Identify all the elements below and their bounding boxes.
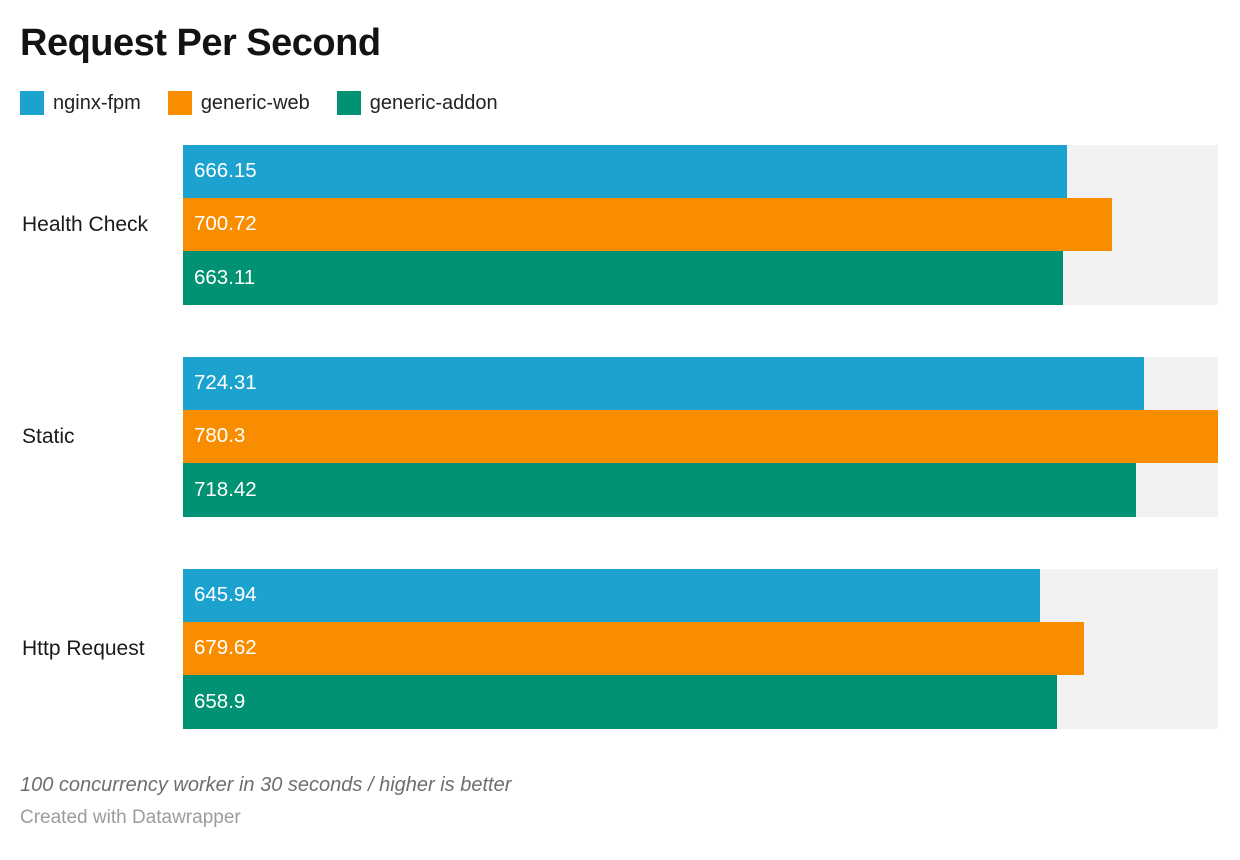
bar-track: 700.72	[183, 197, 1218, 252]
bar-track: 658.9	[183, 675, 1218, 729]
legend-swatch-icon	[20, 90, 44, 115]
bar-generic-web-http-request: 679.62	[183, 621, 1085, 676]
legend-label: nginx-fpm	[53, 91, 141, 114]
bar-nginx-fpm-static: 724.31	[183, 356, 1144, 410]
datawrapper-attribution-link[interactable]: Created with Datawrapper	[20, 806, 241, 828]
bar-group-health-check: Health Check 666.15 700.72 663.11	[20, 144, 1218, 305]
bar-track: 718.42	[183, 463, 1218, 517]
bar-track: 679.62	[183, 621, 1218, 676]
category-label: Static	[22, 424, 75, 448]
legend-swatch-icon	[336, 90, 361, 115]
bar-generic-web-static: 780.3	[183, 409, 1218, 464]
bar-generic-addon-http-request: 658.9	[183, 675, 1057, 729]
bar-value-label: 658.9	[194, 689, 246, 713]
bar-rows: 645.94 679.62 658.9	[183, 568, 1218, 729]
legend-label: generic-addon	[369, 91, 498, 114]
category-label: Http Request	[22, 636, 145, 660]
bar-chart: Health Check 666.15 700.72 663.11 Static 724.…	[20, 144, 1218, 729]
bar-group-static: Static 724.31 780.3 718.42	[20, 356, 1218, 517]
legend-label: generic-web	[200, 91, 310, 114]
bar-rows: 666.15 700.72 663.11	[183, 144, 1218, 305]
bar-group-http-request: Http Request 645.94 679.62 658.9	[20, 568, 1218, 729]
bar-track: 666.15	[183, 144, 1218, 198]
legend-item-generic-web: generic-web	[167, 90, 310, 115]
legend-item-nginx-fpm: nginx-fpm	[20, 90, 141, 115]
bar-track: 645.94	[183, 568, 1218, 622]
chart-title: Request Per Second	[20, 22, 381, 64]
bar-value-label: 718.42	[194, 477, 257, 501]
bar-value-label: 663.11	[194, 265, 256, 289]
bar-rows: 724.31 780.3 718.42	[183, 356, 1218, 517]
legend-swatch-icon	[167, 90, 192, 115]
chart-note: 100 concurrency worker in 30 seconds / h…	[20, 773, 512, 796]
legend: nginx-fpm generic-web generic-addon	[20, 90, 1218, 115]
bar-nginx-fpm-http-request: 645.94	[183, 568, 1040, 622]
bar-value-label: 724.31	[194, 370, 257, 394]
bar-value-label: 666.15	[194, 158, 257, 182]
bar-track: 780.3	[183, 409, 1218, 464]
bar-value-label: 780.3	[194, 424, 246, 448]
bar-value-label: 700.72	[194, 212, 257, 236]
bar-track: 663.11	[183, 251, 1218, 305]
bar-generic-web-health-check: 700.72	[183, 197, 1113, 252]
bar-value-label: 679.62	[194, 636, 257, 660]
bar-generic-addon-health-check: 663.11	[183, 251, 1063, 305]
legend-item-generic-addon: generic-addon	[336, 90, 498, 115]
bar-generic-addon-static: 718.42	[183, 463, 1136, 517]
bar-value-label: 645.94	[194, 582, 257, 606]
bar-track: 724.31	[183, 356, 1218, 410]
bar-nginx-fpm-health-check: 666.15	[183, 144, 1067, 198]
category-label: Health Check	[22, 212, 149, 236]
